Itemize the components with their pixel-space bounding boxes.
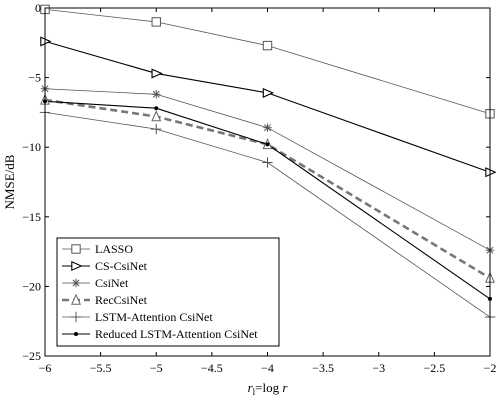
- series-line: [44, 88, 491, 251]
- data-point: [71, 278, 81, 288]
- axis-ticks: −6 −5.5 −5 −4.5 −4 −3.5 −3 −2.5 −20−5−10−15−20−2…: [22, 1, 496, 375]
- x-tick-label: −3: [372, 361, 385, 375]
- x-tick-label: −4: [261, 361, 274, 375]
- x-tick-label: −4.5: [201, 361, 223, 375]
- legend-label: LASSO: [95, 242, 133, 256]
- series-line: [44, 40, 491, 173]
- data-point: [74, 332, 78, 336]
- legend-label: CS-CsiNet: [95, 259, 148, 273]
- y-axis-label: NMSE/dB: [2, 154, 17, 209]
- x-axis-label-eq: =log: [255, 380, 282, 395]
- x-tick-label: −6: [39, 361, 52, 375]
- x-tick-label: −5: [150, 361, 163, 375]
- x-axis-label-var: r: [248, 380, 254, 395]
- data-point: [151, 17, 161, 27]
- data-point: [71, 260, 83, 272]
- series-line: [44, 100, 491, 300]
- x-tick-label: −3.5: [312, 361, 334, 375]
- series-line: [44, 112, 491, 318]
- data-point: [262, 87, 275, 98]
- data-point: [262, 40, 273, 51]
- data-point: [265, 142, 270, 147]
- x-axis-label-var2: r: [282, 380, 288, 395]
- y-tick-label: −10: [22, 140, 41, 154]
- data-point: [151, 68, 163, 79]
- x-tick-label: −2.5: [423, 361, 445, 375]
- legend-label: RecCsiNet: [95, 293, 148, 307]
- data-point: [71, 293, 81, 305]
- series-lines: [44, 8, 491, 318]
- x-tick-label: −5.5: [90, 361, 112, 375]
- x-axis-label-subscript: l: [253, 387, 256, 397]
- legend-label: Reduced LSTM-Attention CsiNet: [95, 327, 258, 341]
- legend-box: [56, 237, 280, 347]
- y-tick-label: 0: [35, 1, 41, 15]
- legend: LASSO CS-CsiNet CsiNet RecCsiNet LSTM-Attent…: [56, 237, 280, 347]
- y-tick-label: −5: [28, 71, 41, 85]
- y-tick-label: −25: [22, 349, 41, 363]
- series-line: [44, 8, 491, 115]
- series-line: [44, 98, 491, 280]
- data-point: [70, 311, 82, 323]
- data-point: [263, 123, 272, 132]
- y-tick-label: −20: [22, 279, 41, 293]
- data-point: [71, 244, 81, 254]
- data-point: [152, 90, 161, 99]
- legend-label: LSTM-Attention CsiNet: [95, 310, 213, 324]
- data-point: [151, 123, 162, 135]
- y-tick-label: −15: [22, 210, 41, 224]
- x-tick-label: −2: [484, 361, 496, 375]
- data-point: [154, 106, 159, 111]
- data-point: [151, 110, 162, 122]
- legend-label: CsiNet: [95, 276, 129, 290]
- x-axis-label: rl=log r: [248, 380, 289, 397]
- data-point: [262, 157, 273, 168]
